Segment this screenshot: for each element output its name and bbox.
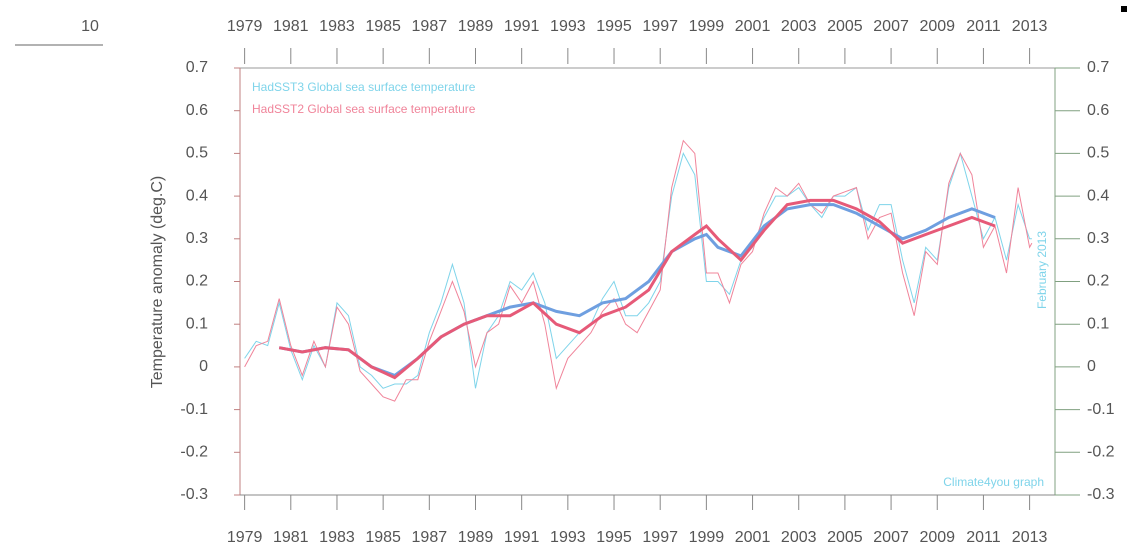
x-tick-label-top: 1991 (504, 18, 540, 35)
y2-tick-label: 0.6 (1087, 102, 1109, 119)
x-tick-label-top: 1979 (227, 18, 263, 35)
y2-tick-label: 0 (1087, 358, 1096, 375)
x-tick-label: 1999 (689, 529, 725, 546)
y2-tick-label: -0.1 (1087, 401, 1115, 418)
y2-tick-label: -0.2 (1087, 444, 1115, 461)
y2-tick-label: 0.3 (1087, 230, 1109, 247)
x-tick-label-top: 2013 (1012, 18, 1048, 35)
series-line (244, 151, 1032, 389)
smooth-line (278, 198, 996, 380)
y-tick-label: -0.1 (180, 401, 208, 418)
x-tick-label-top: 1983 (319, 18, 355, 35)
x-tick-label: 1979 (227, 529, 263, 546)
credit: Climate4you graph (943, 475, 1044, 489)
y-axis-label: Temperature anomaly (deg.C) (149, 176, 166, 389)
x-tick-label-top: 1989 (458, 18, 494, 35)
x-tick-label: 1981 (273, 529, 309, 546)
x-tick-label-top: 2005 (827, 18, 863, 35)
y-tick-label: 0.5 (186, 145, 208, 162)
y-tick-label: 0.1 (186, 315, 208, 332)
x-tick-label: 2011 (966, 529, 1001, 546)
date-note: February 2013 (1035, 231, 1049, 309)
x-tick-label-top: 1987 (412, 18, 448, 35)
x-tick-label: 1987 (412, 529, 448, 546)
series-line (244, 139, 1033, 402)
x-tick-label: 1991 (504, 529, 540, 546)
x-tick-label-top: 1995 (596, 18, 632, 35)
y2-tick-label: 0.1 (1087, 315, 1109, 332)
x-tick-label-top: 2001 (735, 18, 771, 35)
x-tick-label: 2005 (827, 529, 863, 546)
y2-tick-label: 0.7 (1087, 59, 1109, 76)
x-tick-label-top: 2003 (781, 18, 817, 35)
x-tick-label: 2001 (735, 529, 771, 546)
x-tick-label: 2007 (873, 529, 909, 546)
x-tick-label: 1989 (458, 529, 494, 546)
y-tick-label: -0.2 (180, 444, 208, 461)
x-tick-label-top: 1985 (365, 18, 401, 35)
y-tick-label: 0.7 (186, 59, 208, 76)
x-tick-label: 1985 (365, 529, 401, 546)
x-tick-label: 1983 (319, 529, 355, 546)
x-tick-label: 1993 (550, 529, 586, 546)
page-number: 10 (81, 18, 99, 35)
y-tick-label: 0.2 (186, 273, 208, 290)
y-tick-label: 0.4 (186, 187, 208, 204)
legend-entry: HadSST2 Global sea surface temperature (252, 102, 476, 116)
x-tick-label-top: 1999 (689, 18, 725, 35)
y2-tick-label: 0.5 (1087, 145, 1109, 162)
x-tick-label: 1995 (596, 529, 632, 546)
x-tick-label-top: 1981 (273, 18, 309, 35)
y-tick-label: 0.6 (186, 102, 208, 119)
x-tick-label-top: 1997 (642, 18, 678, 35)
y-tick-label: 0.3 (186, 230, 208, 247)
x-tick-label: 2013 (1012, 529, 1048, 546)
x-tick-label-top: 2011 (966, 18, 1001, 35)
y2-tick-label: 0.4 (1087, 187, 1109, 204)
x-tick-label-top: 2007 (873, 18, 909, 35)
y-tick-label: 0 (199, 358, 208, 375)
x-tick-label: 2009 (919, 529, 955, 546)
x-tick-label: 2003 (781, 529, 817, 546)
corner-mark (1121, 6, 1127, 12)
y-tick-label: -0.3 (180, 486, 208, 503)
legend-entry: HadSST3 Global sea surface temperature (252, 80, 476, 94)
y2-tick-label: 0.2 (1087, 273, 1109, 290)
x-tick-label-top: 1993 (550, 18, 586, 35)
x-tick-label-top: 2009 (919, 18, 955, 35)
x-tick-label: 1997 (642, 529, 678, 546)
y2-tick-label: -0.3 (1087, 486, 1115, 503)
